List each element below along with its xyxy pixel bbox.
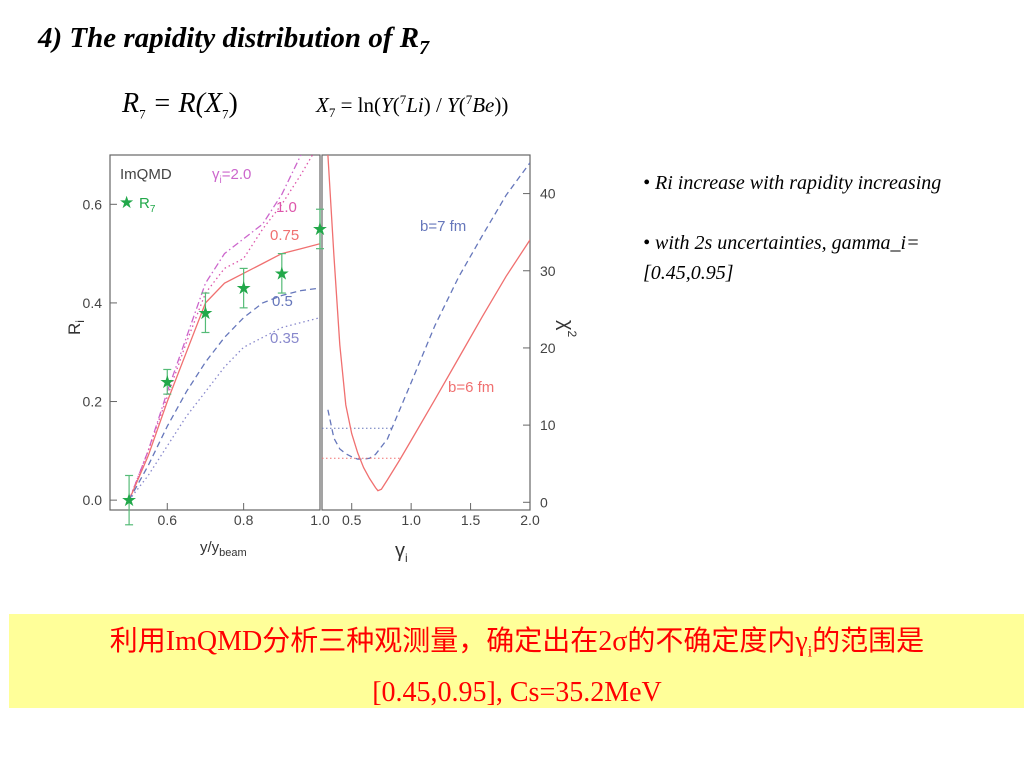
data-point-star: ★ — [236, 278, 252, 298]
series-label-0-75: 0.75 — [270, 227, 299, 244]
bullet-item: • Ri increase with rapidity increasing — [643, 172, 942, 194]
data-point-star: ★ — [159, 372, 175, 392]
x-tick-label: 1.0 — [401, 512, 421, 528]
data-point-star: ★ — [197, 303, 213, 323]
series-label-b7: b=7 fm — [420, 218, 466, 235]
data-point-star: ★ — [121, 490, 137, 510]
right-xlabel: γi — [395, 540, 408, 565]
y-tick-label: 0.4 — [83, 295, 103, 311]
right-ylabel: χ2 — [555, 320, 579, 338]
bullet-list: • Ri increase with rapidity increasing •… — [643, 168, 943, 318]
data-point-star: ★ — [312, 219, 328, 239]
conclusion-banner: 利用ImQMD分析三种观测量，确定出在2σ的不确定度内γi的范围是 [0.45,… — [9, 614, 1024, 708]
formula-x7: X7 = ln(Y(7Li) / Y(7Be)) — [316, 92, 509, 121]
model-label: ImQMD — [120, 166, 172, 183]
y-tick-label: 0.2 — [83, 394, 103, 410]
left-ylabel: Ri — [65, 320, 87, 335]
series-label-gamma2: γi=2.0 — [212, 166, 251, 186]
bullet-item: • with 2s uncertainties, gamma_i=[0.45,0… — [643, 232, 920, 284]
y-tick-label: 30 — [540, 263, 556, 279]
legend-data-label: R7 — [139, 195, 156, 215]
x-tick-label: 0.5 — [342, 512, 362, 528]
series-line — [128, 243, 320, 501]
x-tick-label: 0.8 — [234, 512, 254, 528]
slide-title: 4) The rapidity distribution of R7 — [38, 22, 430, 59]
series-line — [128, 155, 302, 501]
y-tick-label: 0.6 — [83, 196, 103, 212]
plot-frame-left — [109, 154, 321, 511]
x-tick-label: 2.0 — [520, 512, 540, 528]
formula-r7: R7 = R(X7) — [122, 88, 238, 122]
y-tick-label: 0.0 — [83, 492, 103, 508]
x-tick-label: 0.6 — [158, 512, 178, 528]
series-label-0-5: 0.5 — [272, 293, 293, 310]
series-line — [128, 155, 313, 501]
y-tick-label: 40 — [540, 186, 556, 202]
series-label-0-35: 0.35 — [270, 330, 299, 347]
x-tick-label: 1.0 — [310, 512, 330, 528]
y-tick-label: 0 — [540, 494, 548, 510]
y-tick-label: 10 — [540, 417, 556, 433]
legend-star-icon: ★ — [119, 193, 134, 212]
series-label-1-0: 1.0 — [276, 199, 297, 216]
left-xlabel: y/ybeam — [200, 539, 247, 559]
series-line — [128, 317, 320, 501]
banner-line-1: 利用ImQMD分析三种观测量，确定出在2σ的不确定度内γi的范围是 — [109, 626, 925, 661]
y-tick-label: 20 — [540, 340, 556, 356]
series-line — [327, 155, 530, 492]
series-label-b6: b=6 fm — [448, 379, 494, 396]
data-point-star: ★ — [274, 263, 290, 283]
series-line — [327, 162, 530, 460]
plot-frame-right — [321, 154, 531, 511]
banner-line-2: [0.45,0.95], Cs=35.2MeV — [372, 676, 662, 708]
x-tick-label: 1.5 — [461, 512, 481, 528]
